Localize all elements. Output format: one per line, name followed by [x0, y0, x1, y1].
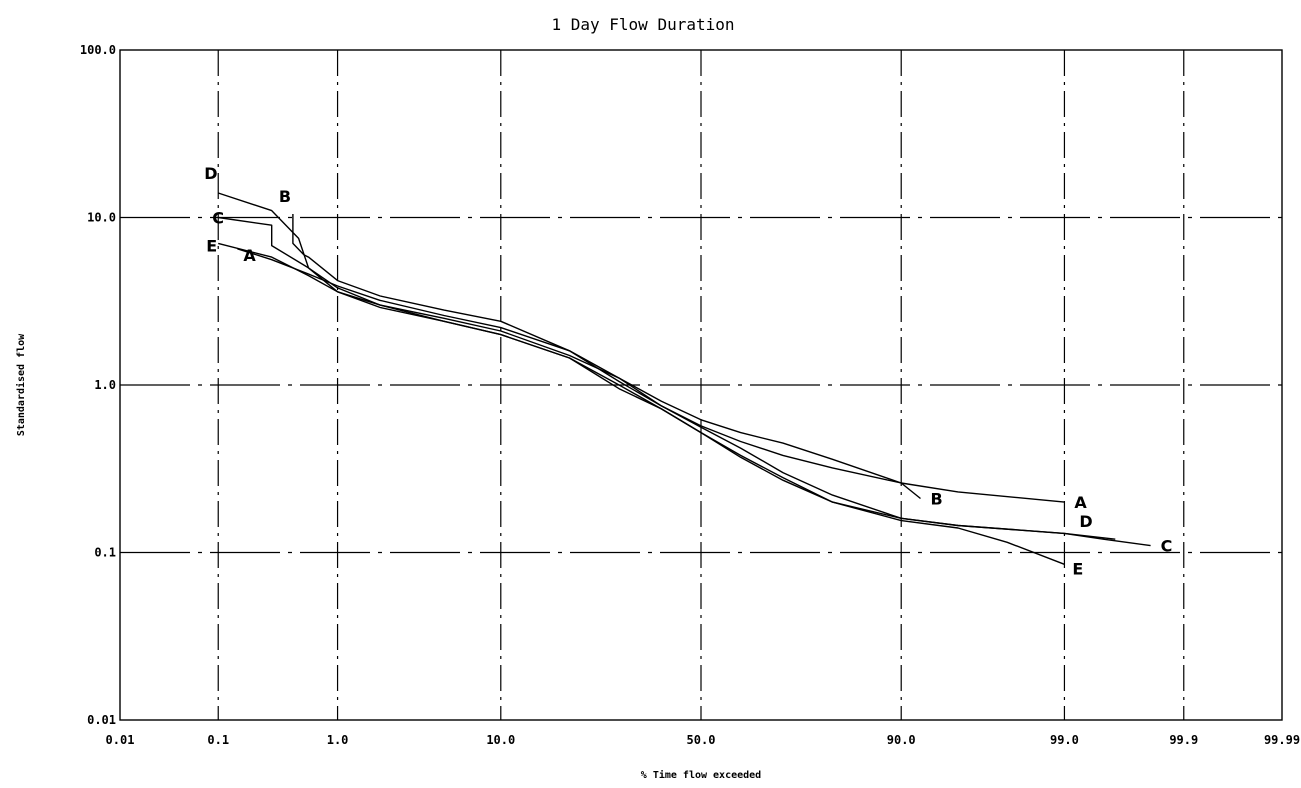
x-tick-label-99-9: 99.9: [1169, 733, 1198, 747]
x-tick-label-90-0: 90.0: [887, 733, 916, 747]
series-label-start-E: E: [206, 236, 217, 255]
chart-title: 1 Day Flow Duration: [551, 15, 734, 34]
grid-lines: [120, 50, 1282, 720]
series-line-E: [218, 242, 1065, 565]
x-tick-label-1-0: 1.0: [327, 733, 349, 747]
y-tick-label-1-0: 1.0: [94, 378, 116, 392]
plot-frame: [119, 49, 1283, 721]
x-tick-label-50-0: 50.0: [687, 733, 716, 747]
x-tick-label-0-01: 0.01: [106, 733, 135, 747]
series-label-end-B: B: [931, 490, 943, 509]
series-line-B: [292, 214, 921, 500]
y-tick-label-100-0: 100.0: [80, 43, 116, 57]
series-label-start-D: D: [204, 164, 217, 183]
series-label-start-B: B: [279, 187, 291, 206]
y-tick-label-0-1: 0.1: [94, 546, 116, 560]
series-label-end-D: D: [1079, 512, 1092, 531]
tick-labels: 0.01 0.1 1.0 10.0 50.0 90.0 99.0 99.9 99.99 100.0…: [80, 43, 1300, 747]
series-label-end-A: A: [1074, 493, 1087, 512]
x-tick-label-99-99: 99.99: [1264, 733, 1300, 747]
series-label-start-A: A: [243, 246, 256, 265]
series-label-end-C: C: [1161, 537, 1173, 556]
x-tick-label-10-0: 10.0: [486, 733, 515, 747]
y-tick-label-10-0: 10.0: [87, 211, 116, 225]
x-axis-label: % Time flow exceeded: [641, 769, 761, 781]
series-labels: A A B B C C D D E E: [204, 164, 1172, 578]
series-line-A: [237, 248, 1065, 503]
x-tick-label-99-0: 99.0: [1050, 733, 1079, 747]
series-line-D: [217, 192, 1116, 540]
series-label-end-E: E: [1072, 559, 1083, 578]
y-axis-label: Standardised flow: [15, 333, 27, 436]
series-lines: [217, 192, 1151, 565]
x-tick-label-0-1: 0.1: [207, 733, 229, 747]
y-tick-label-0-01: 0.01: [87, 713, 116, 727]
series-label-start-C: C: [212, 209, 224, 228]
